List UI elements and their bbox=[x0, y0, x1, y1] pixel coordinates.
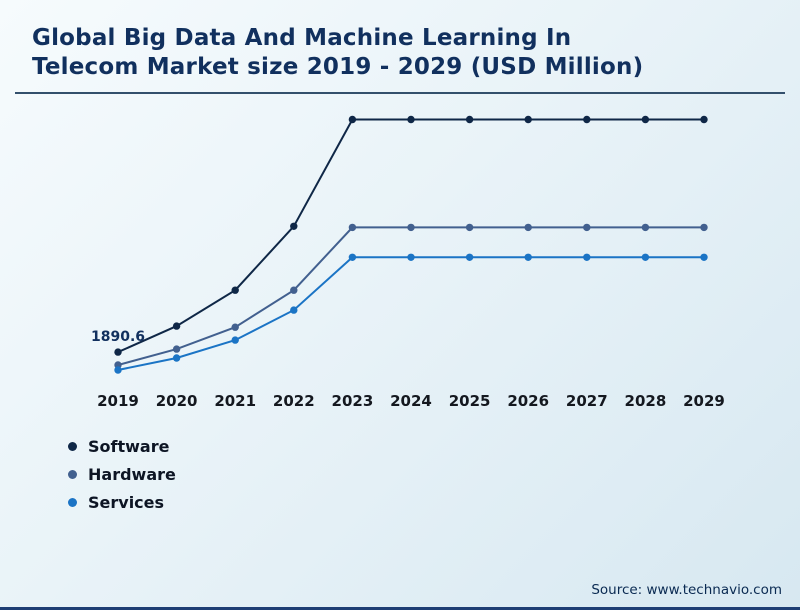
data-point-software-2026 bbox=[524, 115, 532, 124]
data-point-hardware-2028 bbox=[641, 223, 650, 232]
legend-item-hardware: Hardware bbox=[68, 460, 176, 488]
data-point-services-2022 bbox=[290, 306, 298, 314]
x-axis-label-2027: 2027 bbox=[566, 392, 608, 410]
chart-title: Global Big Data And Machine Learning In … bbox=[32, 24, 772, 82]
legend-dot-hardware bbox=[68, 469, 77, 479]
title-divider bbox=[15, 92, 785, 94]
data-point-software-2021 bbox=[231, 286, 239, 294]
data-point-services-2024 bbox=[407, 253, 415, 261]
data-point-services-2025 bbox=[465, 253, 474, 261]
data-point-services-2029 bbox=[700, 253, 708, 261]
data-point-software-2022 bbox=[290, 222, 298, 230]
data-point-services-2026 bbox=[524, 253, 532, 261]
data-point-software-2027 bbox=[583, 115, 591, 124]
x-axis-label-2024: 2024 bbox=[390, 392, 432, 410]
data-point-software-2024 bbox=[407, 115, 415, 124]
data-point-software-2023 bbox=[348, 115, 357, 124]
data-point-hardware-2020 bbox=[172, 345, 181, 353]
x-axis-label-2029: 2029 bbox=[683, 392, 725, 410]
data-point-software-2019 bbox=[114, 348, 122, 356]
data-point-hardware-2023 bbox=[348, 223, 357, 232]
chart-title-line2: Telecom Market size 2019 - 2029 (USD Mil… bbox=[32, 54, 644, 80]
line-chart: 2019 2020 2021 2022 2023 2024 2025 2026 2027 2028… bbox=[91, 115, 725, 410]
data-point-software-2020 bbox=[172, 322, 181, 330]
x-axis-label-2022: 2022 bbox=[273, 392, 315, 410]
data-point-hardware-2027 bbox=[583, 223, 591, 232]
series-line-hardware bbox=[117, 226, 704, 366]
legend-label-software: Software bbox=[88, 436, 170, 456]
chart-legend: Software Hardware Services bbox=[68, 432, 176, 516]
legend-label-hardware: Hardware bbox=[88, 464, 176, 484]
data-point-hardware-2029 bbox=[700, 223, 708, 232]
data-point-software-2029 bbox=[700, 115, 708, 124]
x-axis-label-2026: 2026 bbox=[507, 392, 549, 410]
data-point-hardware-2025 bbox=[465, 223, 474, 232]
series-line-services bbox=[117, 256, 704, 371]
x-axis-label-2021: 2021 bbox=[214, 392, 256, 410]
data-point-services-2028 bbox=[641, 253, 650, 261]
x-axis-label-2023: 2023 bbox=[332, 392, 374, 410]
data-point-hardware-2024 bbox=[407, 223, 415, 232]
legend-label-services: Services bbox=[88, 492, 165, 512]
data-point-services-2019 bbox=[114, 366, 122, 374]
data-point-services-2020 bbox=[172, 354, 181, 362]
data-point-software-2028 bbox=[641, 115, 650, 124]
x-axis-label-2019: 2019 bbox=[97, 392, 139, 410]
legend-dot-software bbox=[68, 441, 77, 451]
series-line-software bbox=[117, 118, 704, 354]
x-axis-label-2028: 2028 bbox=[625, 392, 667, 410]
data-point-software-2025 bbox=[465, 115, 474, 124]
x-axis-label-2020: 2020 bbox=[156, 392, 198, 410]
data-point-hardware-2022 bbox=[290, 286, 298, 294]
legend-item-software: Software bbox=[68, 432, 176, 460]
data-point-services-2027 bbox=[583, 253, 591, 261]
data-point-hardware-2021 bbox=[231, 323, 239, 331]
value-annotation-software-2019: 1890.6 bbox=[91, 329, 145, 345]
legend-dot-services bbox=[68, 497, 77, 507]
chart-title-line1: Global Big Data And Machine Learning In bbox=[32, 25, 572, 51]
source-attribution: Source: www.technavio.com bbox=[591, 582, 782, 598]
data-point-services-2023 bbox=[348, 253, 357, 261]
data-point-services-2021 bbox=[231, 336, 239, 344]
x-axis-label-2025: 2025 bbox=[449, 392, 491, 410]
bottom-border-bar bbox=[0, 607, 800, 610]
legend-item-services: Services bbox=[68, 488, 176, 516]
data-point-hardware-2026 bbox=[524, 223, 532, 232]
